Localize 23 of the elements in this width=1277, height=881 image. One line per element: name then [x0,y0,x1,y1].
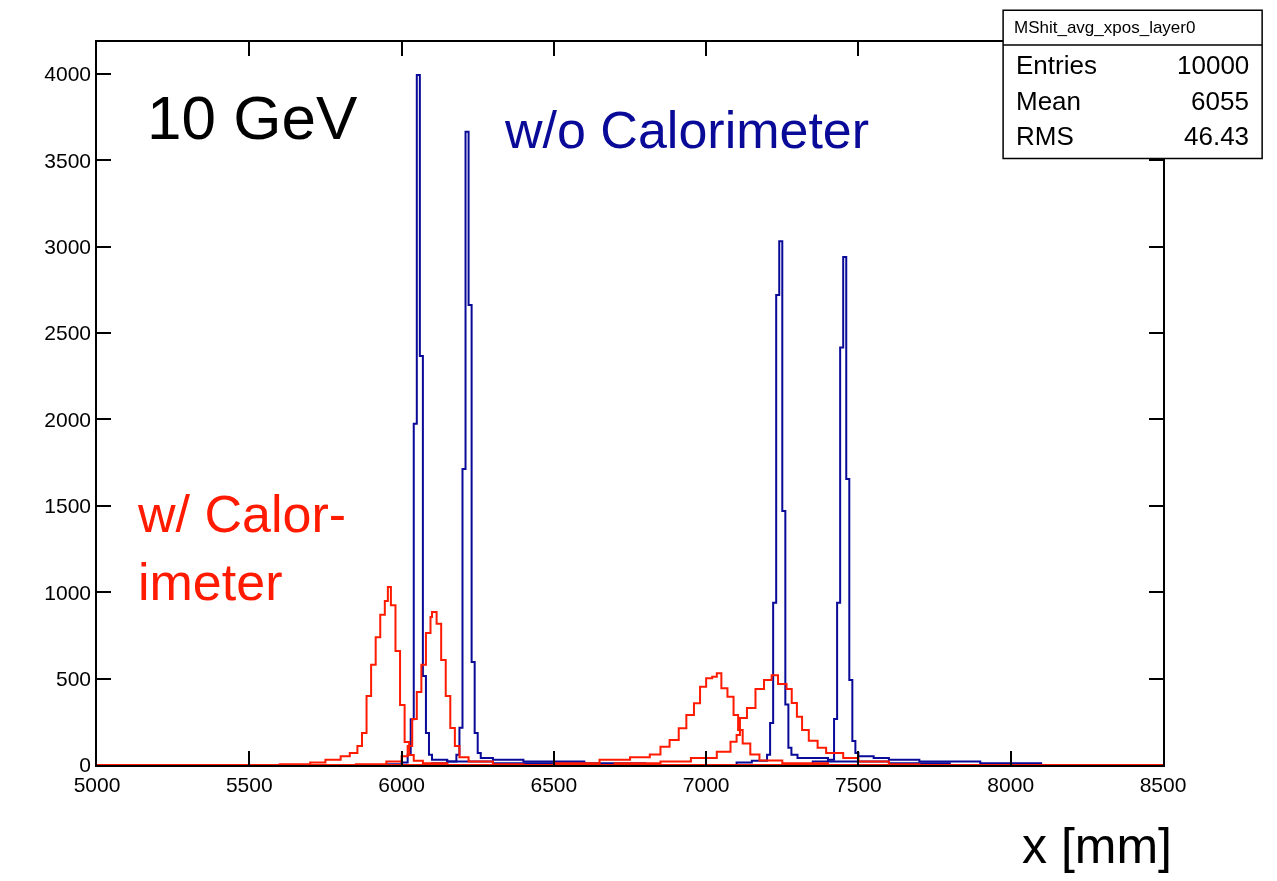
y-tick-label: 1500 [44,494,92,518]
text: RMS 46.43 [1016,121,1250,151]
x-tick-label: 7000 [682,772,730,796]
x-axis-title: x [mm] [1022,818,1172,874]
y-tick-label: 500 [56,666,92,690]
y-tick-label: 4000 [44,62,92,86]
annotation: 10 GeV [147,83,358,152]
y-tick-label: 2000 [44,407,92,431]
x-tick-label: 8000 [987,772,1035,796]
x-tick-label: 7500 [835,772,882,796]
y-tick-label: 2500 [44,321,92,345]
series-label: w/ Calor- imeter [137,485,347,611]
text: MShit_avg_xpos_layer0 [1014,18,1196,37]
y-tick-label: 3500 [44,148,92,172]
series-label: w/o Calorimeter [504,101,870,159]
x-tick-label: 6500 [530,772,578,796]
text: Mean 6055 [1016,86,1249,116]
y-tick-label: 3000 [44,235,92,259]
x-tick-label: 5500 [225,772,273,796]
x-tick-label: 8500 [1139,772,1187,796]
y-tick-label: 1000 [44,580,92,604]
x-tick-label: 6000 [378,772,425,796]
text: Entries 10000 [1016,50,1250,80]
